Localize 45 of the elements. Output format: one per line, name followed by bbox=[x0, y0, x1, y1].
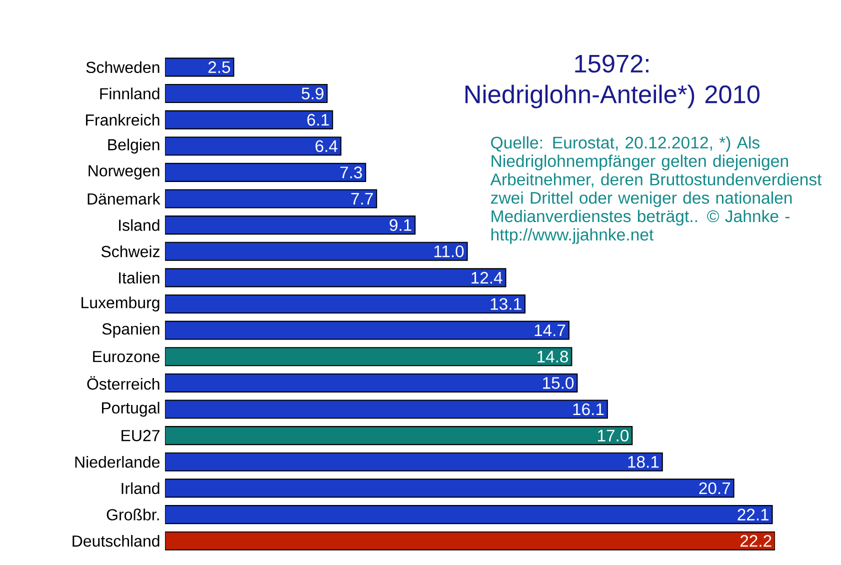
bar bbox=[165, 426, 633, 446]
bar bbox=[165, 110, 334, 130]
data-label: 17.0 bbox=[598, 430, 629, 442]
data-label: 22.2 bbox=[740, 535, 772, 547]
data-label: 6.1 bbox=[307, 114, 329, 126]
data-label: 22.1 bbox=[738, 508, 768, 520]
data-label: 6.4 bbox=[316, 140, 338, 152]
data-label: 13.1 bbox=[490, 298, 522, 310]
annotation: Quelle: Eurostat, 20.12.2012, *) Als Niedriglohnempfänger gelten diejenigen Arbeitnehmer, deren Bruttostundenverdienst zwei Drittel oder weniger des nationalen Medianverdienstes beträgt.. © Jahnke - http://www.jjahnke.net bbox=[490, 136, 822, 244]
y-tick-label: Deutschland bbox=[72, 534, 160, 547]
data-label: 16.1 bbox=[573, 403, 604, 416]
y-tick-label: Island bbox=[119, 219, 160, 231]
y-tick-label: Spanien bbox=[102, 322, 160, 338]
y-tick-label: Großbr. bbox=[106, 508, 159, 520]
data-label: 9.1 bbox=[390, 219, 412, 231]
data-label: 14.7 bbox=[534, 324, 566, 336]
y-tick-label: Frankreich bbox=[86, 114, 160, 126]
y-tick-label: Italien bbox=[119, 272, 160, 284]
bar bbox=[165, 189, 378, 208]
y-tick-label: Niederlande bbox=[75, 456, 160, 468]
y-tick-label: Österreich bbox=[87, 376, 160, 390]
y-tick-label: Luxemburg bbox=[82, 296, 160, 312]
y-tick-label: Eurozone bbox=[93, 351, 160, 362]
data-label: 11.0 bbox=[434, 245, 464, 258]
y-tick-label: EU27 bbox=[122, 430, 160, 442]
y-tick-label: Schweiz bbox=[101, 246, 160, 258]
data-label: 5.9 bbox=[302, 88, 324, 100]
y-tick-label: Schweden bbox=[86, 61, 160, 74]
data-label: 7.7 bbox=[351, 193, 373, 204]
data-label: 18.1 bbox=[628, 456, 659, 468]
y-tick-label: Belgien bbox=[108, 138, 160, 154]
y-tick-label: Finnland bbox=[100, 88, 160, 100]
bar bbox=[165, 504, 773, 524]
data-label: 7.3 bbox=[340, 166, 362, 178]
data-label: 12.4 bbox=[472, 272, 502, 284]
data-label: 2.5 bbox=[208, 61, 230, 74]
data-label: 14.8 bbox=[538, 350, 568, 363]
text: 15972: Niedriglohn-Anteile*) 2010 bbox=[466, 54, 760, 108]
y-tick-label: Norwegen bbox=[88, 165, 160, 180]
data-label: 20.7 bbox=[699, 482, 730, 494]
data-label: 15.0 bbox=[543, 377, 574, 389]
y-tick-label: Dänemark bbox=[88, 192, 160, 205]
y-tick-label: Portugal bbox=[102, 402, 160, 417]
bar bbox=[165, 347, 572, 366]
y-tick-label: Irland bbox=[122, 482, 160, 494]
